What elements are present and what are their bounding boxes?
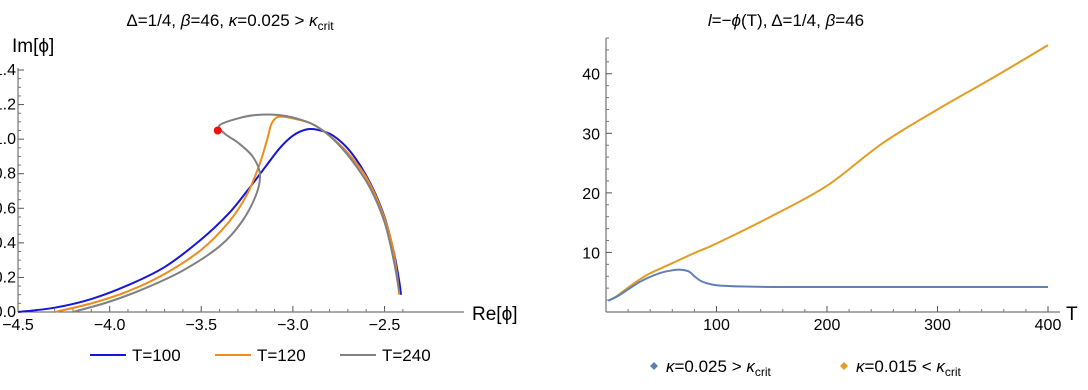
right-x-tick-label: 100 <box>703 317 730 334</box>
left-chart-legend: T=100 T=120 T=240 <box>90 346 431 365</box>
right-x-tick-label: 300 <box>924 317 951 334</box>
left-y-tick-label: 0.4 <box>0 235 16 252</box>
right-series-line-2 <box>607 44 1049 302</box>
right-chart: l=−ϕ(T), Δ=1/4, β=46 T 100 200 300 400 10 20 3… <box>582 11 1078 379</box>
right-y-tick-label: 30 <box>582 126 600 143</box>
right-legend-label-1: κ=0.025 > κcrit <box>666 357 772 379</box>
left-series-line-2 <box>54 115 401 313</box>
right-series-line-1 <box>607 268 1049 302</box>
left-x-tick-label: −4.5 <box>2 317 34 334</box>
right-chart-plot <box>607 44 1049 302</box>
right-legend-label-2: κ=0.015 < κcrit <box>856 357 962 379</box>
left-chart-axes: −4.5 −4.0 −3.5 −3.0 −2.5 0.0 0.2 0.4 0.6 0.8 1.0 1.… <box>0 62 464 334</box>
right-x-tick-label: 400 <box>1035 317 1062 334</box>
left-chart-ylabel: Im[ϕ] <box>12 36 54 57</box>
right-y-tick-label: 20 <box>582 186 600 203</box>
right-legend-marker-2 <box>840 362 848 370</box>
left-chart-title: Δ=1/4, β=46, κ=0.025 > κcrit <box>126 11 334 33</box>
right-x-tick-label: 200 <box>814 317 841 334</box>
left-x-tick-label: −2.5 <box>369 317 401 334</box>
left-legend-label-3: T=240 <box>382 346 431 365</box>
left-y-tick-label: 0.6 <box>0 200 16 217</box>
right-y-tick-label: 10 <box>582 245 600 262</box>
left-marker-point <box>213 126 222 135</box>
left-chart: Δ=1/4, β=46, κ=0.025 > κcrit Im[ϕ] Re[ϕ]… <box>0 11 518 365</box>
left-chart-xlabel: Re[ϕ] <box>472 304 518 325</box>
left-x-tick-label: −3.0 <box>277 317 309 334</box>
right-y-tick-label: 40 <box>582 67 600 84</box>
left-y-tick-label: 1.0 <box>0 131 16 148</box>
left-chart-plot <box>17 113 402 313</box>
left-x-tick-label: −3.5 <box>185 317 217 334</box>
right-chart-xlabel: T <box>1066 304 1078 325</box>
right-chart-axes: 100 200 300 400 10 20 30 40 <box>582 37 1062 334</box>
left-series-line-3 <box>72 113 401 313</box>
right-chart-legend: κ=0.025 > κcrit κ=0.015 < κcrit <box>650 357 962 379</box>
left-x-tick-label: −4.0 <box>94 317 126 334</box>
right-chart-title: l=−ϕ(T), Δ=1/4, β=46 <box>708 11 864 30</box>
left-y-tick-label: 0.2 <box>0 269 16 286</box>
left-y-tick-label: 1.2 <box>0 97 16 114</box>
left-legend-label-2: T=120 <box>257 346 306 365</box>
left-y-tick-label: 1.4 <box>0 62 16 79</box>
left-y-tick-label: 0.0 <box>0 304 16 321</box>
left-legend-label-1: T=100 <box>132 346 181 365</box>
right-legend-marker-1 <box>650 362 658 370</box>
left-y-tick-label: 0.8 <box>0 166 16 183</box>
left-series-line-1 <box>17 127 402 313</box>
